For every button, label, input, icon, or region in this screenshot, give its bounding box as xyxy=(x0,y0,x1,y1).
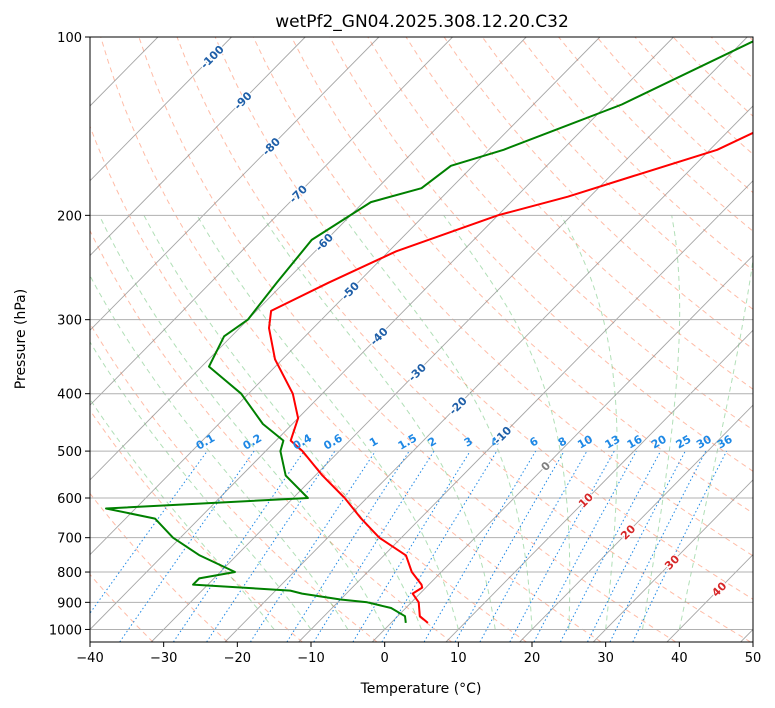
moist-adiabat-line xyxy=(560,215,618,630)
mixing-ratio-line xyxy=(313,450,435,642)
dry-adiabat-line xyxy=(405,37,753,390)
x-tick-label: −20 xyxy=(224,651,251,666)
y-tick-label: 1000 xyxy=(49,623,82,638)
mixing-ratio-line xyxy=(509,450,615,642)
isotherm-line xyxy=(150,37,748,642)
y-tick-label: 900 xyxy=(57,596,82,611)
y-tick-label: 500 xyxy=(57,445,82,460)
x-tick-label: 40 xyxy=(671,651,688,666)
moist-adiabat-line xyxy=(443,215,571,630)
dry-adiabat-line xyxy=(90,573,154,642)
x-tick-label: −10 xyxy=(297,651,324,666)
x-tick-label: −30 xyxy=(150,651,177,666)
isotherm-line xyxy=(298,180,753,642)
x-tick-label: 10 xyxy=(450,651,467,666)
dry-adiabat-line xyxy=(90,409,303,642)
moist-adiabat-line xyxy=(342,215,533,630)
mixing-ratio-line xyxy=(172,450,305,642)
mixing-ratio-line xyxy=(249,450,376,642)
mixing-ratio-line xyxy=(206,450,336,642)
mixing-ratio-line xyxy=(119,450,255,642)
isotherm-line xyxy=(90,37,380,331)
y-axis-label: Pressure (hPa) xyxy=(13,289,29,389)
isotherm-line xyxy=(90,37,453,406)
mixing-ratio-line xyxy=(352,450,471,642)
mixing-ratio-line xyxy=(533,450,637,642)
mixing-ratio-line xyxy=(381,450,498,642)
moist-adiabat-line xyxy=(98,215,386,630)
x-tick-label: 20 xyxy=(524,651,541,666)
dewpoint-profile-line xyxy=(105,40,753,624)
isotherm-line xyxy=(90,37,232,182)
dry-adiabat-line xyxy=(100,37,602,642)
moist-adiabat-line xyxy=(143,215,422,630)
moist-adiabat-line xyxy=(196,215,459,630)
mixing-ratio-line xyxy=(286,450,410,642)
isotherm-line xyxy=(90,37,527,481)
dry-adiabat-line xyxy=(367,37,753,431)
moist-adiabat-line xyxy=(642,215,681,630)
axes-frame xyxy=(89,36,754,643)
chart-title: wetPf2_GN04.2025.308.12.20.C32 xyxy=(275,12,569,32)
axes: −40 −30 −20 −10 0 10 20 30 40 50 100 200 300 400 500 60… xyxy=(49,31,761,666)
profile-lines xyxy=(105,40,753,624)
x-tick-label: −40 xyxy=(76,651,103,666)
y-tick-label: 700 xyxy=(57,532,82,547)
isotherm-line xyxy=(445,329,753,642)
dry-adiabat-line xyxy=(481,37,753,310)
dry-adiabat-line xyxy=(214,37,753,600)
x-tick-label: 30 xyxy=(597,651,614,666)
dry-adiabat-line xyxy=(90,229,453,642)
y-tick-label: 200 xyxy=(57,209,82,224)
y-tick-label: 400 xyxy=(57,388,82,403)
y-tick-label: 600 xyxy=(57,492,82,507)
isotherm-line xyxy=(90,37,601,556)
isotherm-line xyxy=(224,105,753,642)
dry-adiabat-line xyxy=(252,37,753,557)
dry-adiabat-line xyxy=(90,322,378,642)
x-axis-label: Temperature (°C) xyxy=(360,681,482,697)
y-tick-label: 300 xyxy=(57,314,82,329)
mixing-ratio-line xyxy=(632,450,728,642)
dry-adiabat-line xyxy=(138,37,677,642)
moist-adiabat-line xyxy=(678,256,753,630)
isotherm-line xyxy=(519,404,753,642)
background-lines xyxy=(90,37,753,642)
mixing-ratio-line xyxy=(479,450,588,642)
x-tick-label: 0 xyxy=(381,651,389,666)
isotherm-line xyxy=(592,479,753,642)
x-tick-label: 50 xyxy=(745,651,762,666)
dry-adiabat-line xyxy=(291,37,753,514)
mixing-ratio-line xyxy=(90,450,208,615)
mixing-ratio-line xyxy=(609,450,707,642)
y-tick-label: 100 xyxy=(57,31,82,46)
temperature-profile-line xyxy=(268,131,753,624)
y-tick-label: 800 xyxy=(57,566,82,581)
isotherm-line xyxy=(371,254,753,642)
moist-adiabat-line xyxy=(90,341,312,630)
dry-adiabat-line xyxy=(90,125,527,642)
isotherm-line xyxy=(90,37,306,257)
